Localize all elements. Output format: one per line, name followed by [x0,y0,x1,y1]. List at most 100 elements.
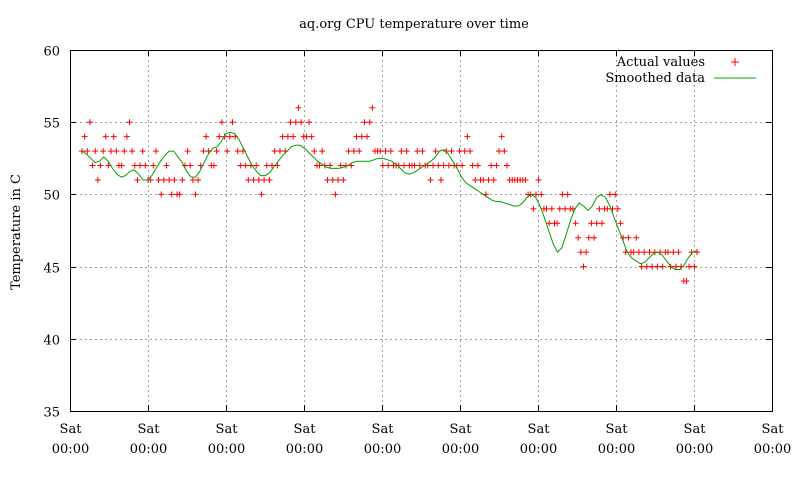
x-tick-label-day: Sat [138,422,161,437]
data-point [86,119,93,126]
data-point [266,176,273,183]
y-tick-label: 35 [43,406,60,421]
data-point [427,176,434,183]
data-point [543,205,550,212]
data-point [472,176,479,183]
data-point [583,249,590,256]
data-point [503,162,510,169]
data-point [691,263,698,270]
data-point [290,133,297,140]
data-point [213,148,220,155]
legend-marker-plus [731,58,739,66]
data-point [614,205,621,212]
data-point [548,205,555,212]
data-point [532,191,539,198]
data-point [171,176,178,183]
data-point [97,162,104,169]
data-point [562,205,569,212]
data-point [216,133,223,140]
data-point [638,263,645,270]
y-tick-label: 60 [43,45,60,60]
x-tick-label-day: Sat [216,422,239,437]
data-point [488,162,495,169]
data-point [189,176,196,183]
data-point [166,176,173,183]
data-point [295,104,302,111]
data-point [292,119,299,126]
data-point [89,162,96,169]
data-point [319,148,326,155]
data-point [646,249,653,256]
plot-frame [70,50,773,412]
data-point [350,148,357,155]
x-tick-label-time: 00:00 [520,442,557,457]
x-tick-label-day: Sat [372,422,395,437]
x-tick-label-day: Sat [684,422,707,437]
data-point [593,220,600,227]
data-point [126,119,133,126]
data-point [276,148,283,155]
x-tick-label-time: 00:00 [598,442,635,457]
data-point [398,148,405,155]
y-tick-label: 40 [43,334,60,349]
data-point [554,220,561,227]
data-point [176,191,183,198]
data-point [625,234,632,241]
data-point [94,176,101,183]
data-point [467,148,474,155]
legend: Actual values Smoothed data [605,55,756,86]
data-point [203,133,210,140]
data-point [129,148,136,155]
data-point [686,263,693,270]
smoothed-line [81,131,698,270]
data-point [559,191,566,198]
data-point [329,176,336,183]
data-point [580,263,587,270]
data-point [245,176,252,183]
data-point [617,220,624,227]
data-point [131,162,138,169]
data-point [649,263,656,270]
data-point [670,249,677,256]
x-tick-label-day: Sat [528,422,551,437]
data-point [577,249,584,256]
data-point [179,176,186,183]
legend-label-smoothed-data: Smoothed data [605,71,705,86]
data-point [448,148,455,155]
data-point [237,162,244,169]
data-point [218,119,225,126]
y-axis-label: Temperature in C [9,174,24,290]
data-point [160,176,167,183]
data-point [187,162,194,169]
data-point [139,148,146,155]
data-point [530,205,537,212]
data-point [387,148,394,155]
data-point [435,162,442,169]
x-tick-label-day: Sat [762,422,785,437]
x-tick-label-day: Sat [606,422,629,437]
data-point [437,176,444,183]
data-point [683,278,690,285]
y-tick-label: 55 [43,117,60,132]
data-point [353,133,360,140]
data-point [287,119,294,126]
x-tick-label-time: 00:00 [364,442,401,457]
data-point [226,133,233,140]
data-point [81,133,88,140]
data-point [200,148,207,155]
data-point [113,148,120,155]
data-point [366,119,373,126]
data-point [142,162,149,169]
data-point [332,191,339,198]
data-point [84,148,91,155]
data-point [152,148,159,155]
data-point [303,133,310,140]
data-point [443,148,450,155]
legend-label-actual-values: Actual values [616,55,705,70]
data-point [253,162,260,169]
chart-title: aq.org CPU temperature over time [299,17,529,32]
data-point [110,133,117,140]
data-point [456,148,463,155]
